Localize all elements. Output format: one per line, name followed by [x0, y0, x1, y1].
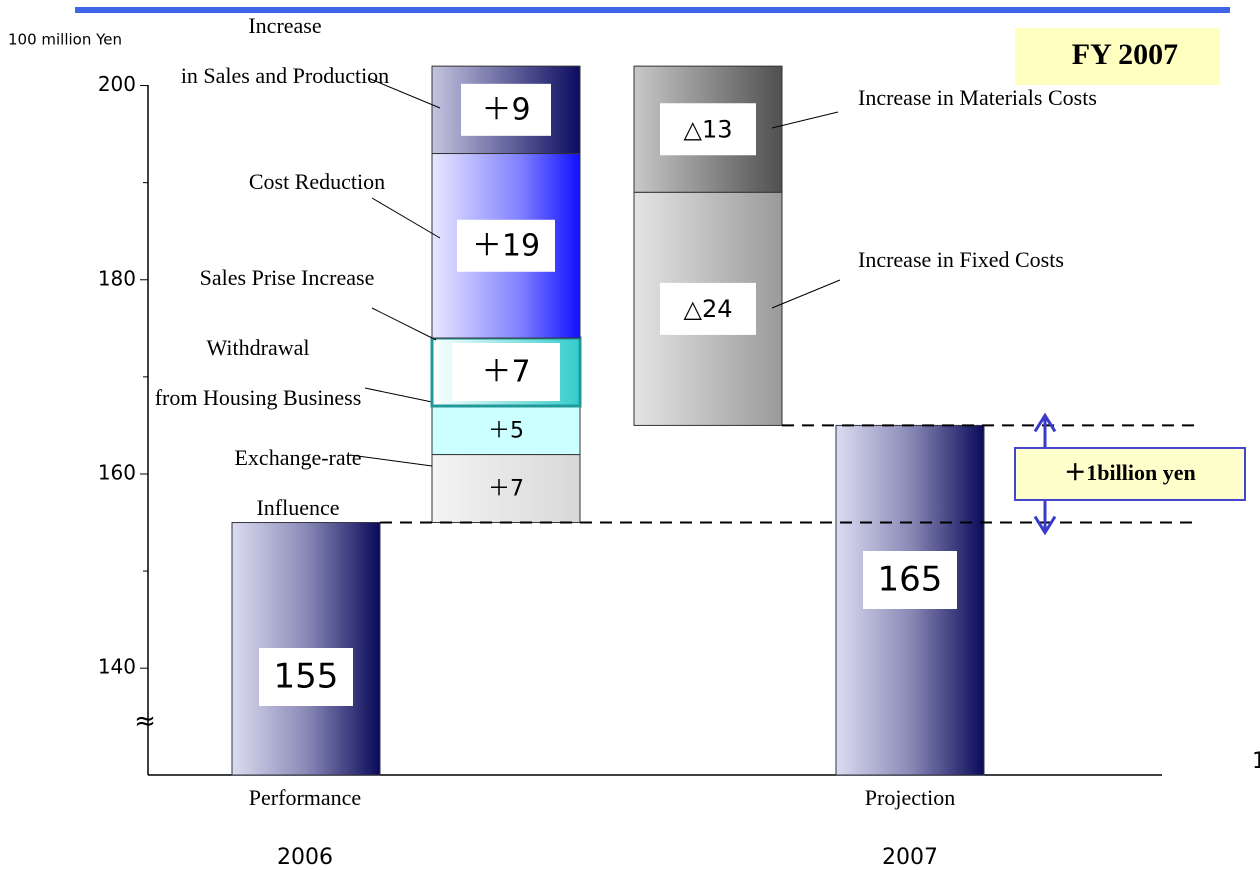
arrow-head	[1033, 412, 1057, 433]
chart-title: FY 2007	[1072, 38, 1178, 71]
x-category-label: Projection	[865, 785, 955, 810]
step-name: from Housing Business	[155, 385, 362, 410]
x-year-label: 2006	[277, 845, 333, 870]
y-axis-label: 100 million Yen	[8, 31, 122, 49]
leader-line	[771, 111, 839, 129]
y-tick-label: 200	[98, 72, 136, 96]
x-category-label: Performance	[249, 785, 361, 810]
step-name: Exchange-rate	[234, 445, 361, 470]
step-name: in Sales and Production	[181, 63, 389, 88]
step-value-label-box	[452, 343, 560, 402]
step-name: Sales Prise Increase	[200, 265, 375, 290]
title-box	[1015, 28, 1220, 85]
step-name: Withdrawal	[207, 335, 310, 360]
axis-break: ≈	[134, 707, 156, 737]
total-label: 155	[274, 657, 339, 697]
total-label-box	[863, 551, 957, 609]
leader-line	[349, 454, 433, 467]
step-value-label-box	[461, 83, 551, 136]
total-label-box	[259, 648, 353, 706]
top-rule	[75, 7, 1230, 13]
leader-line	[371, 307, 437, 341]
step-name: Influence	[256, 495, 339, 520]
step-name: Increase in Materials Costs	[858, 85, 1097, 110]
step-value-label: ＋7	[481, 355, 530, 390]
step-name: Cost Reduction	[249, 169, 385, 194]
leader-line	[364, 387, 433, 403]
arrow-head	[1033, 515, 1057, 536]
step-value-label: △13	[684, 115, 733, 143]
leader-line	[771, 279, 841, 309]
total-label: 165	[878, 560, 943, 600]
step-value-label: △24	[684, 295, 733, 323]
diff-box	[1014, 446, 1246, 501]
step-name: Increase	[248, 13, 321, 38]
step-name: Increase in Fixed Costs	[858, 247, 1064, 272]
leader-line	[367, 77, 441, 109]
x-year-label: 2007	[882, 845, 938, 870]
step-bar	[633, 191, 783, 426]
leader-line	[371, 197, 441, 239]
step-value-label: ＋5	[488, 418, 524, 443]
step-value-label-box	[660, 282, 756, 335]
step-bar	[431, 454, 581, 524]
y-tick-label: 180	[98, 266, 136, 290]
step-value-label-box	[457, 219, 555, 272]
diff-label: ＋1billion yen	[1064, 460, 1195, 485]
step-bar	[431, 405, 581, 456]
y-tick-label: 160	[98, 460, 136, 484]
y-tick-label: 140	[98, 655, 136, 679]
step-value-label-box	[660, 103, 756, 156]
step-value-label: ＋19	[472, 228, 540, 263]
step-value-label: ＋9	[481, 92, 530, 127]
page-number: 1	[1252, 749, 1260, 774]
step-value-label: ＋7	[488, 477, 524, 502]
